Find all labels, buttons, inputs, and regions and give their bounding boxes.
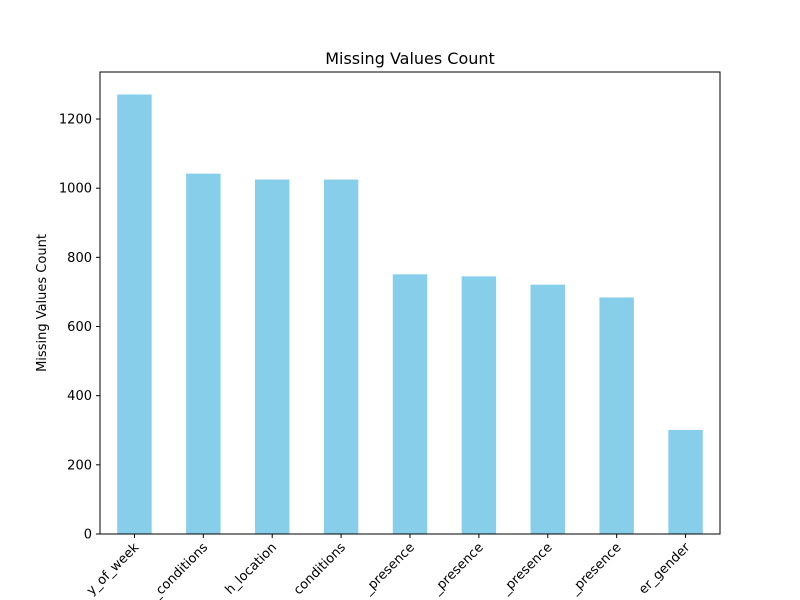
- y-axis-label: Missing Values Count: [35, 234, 50, 372]
- y-tick-label: 0: [84, 528, 92, 543]
- bar: [255, 179, 290, 535]
- x-tick-label: _presence: [429, 540, 487, 598]
- x-tick-label: _presence: [498, 540, 556, 598]
- plot-frame: [99, 71, 721, 535]
- y-tick-label: 1000: [59, 182, 92, 197]
- bar: [186, 173, 221, 535]
- bar: [117, 94, 152, 534]
- bar: [599, 297, 634, 534]
- x-tick-label: _conditions: [148, 540, 211, 600]
- y-tick-label: 400: [67, 389, 92, 404]
- chart-title: Missing Values Count: [325, 49, 495, 68]
- x-tick-label: _presence: [360, 540, 418, 598]
- x-axis: y_of_week _conditions h_location conditions…: [84, 534, 694, 600]
- y-tick-label: 200: [67, 458, 92, 473]
- y-tick-label: 1200: [59, 113, 92, 128]
- y-tick-label: 600: [67, 320, 92, 335]
- y-tick-label: 800: [67, 251, 92, 266]
- y-axis: 0 200 400 600 800 1000 1200: [59, 113, 100, 543]
- x-tick-label: conditions: [291, 540, 349, 598]
- bar: [668, 429, 703, 534]
- bar: [461, 276, 497, 534]
- bars-layer: [117, 94, 703, 535]
- bar: [530, 284, 565, 534]
- bar: [323, 179, 359, 535]
- x-tick-label: er_gender: [636, 540, 694, 598]
- x-tick-label: h_location: [223, 540, 281, 598]
- x-tick-label: _presence: [567, 540, 625, 598]
- bar: [392, 274, 428, 534]
- x-tick-label: y_of_week: [84, 540, 143, 599]
